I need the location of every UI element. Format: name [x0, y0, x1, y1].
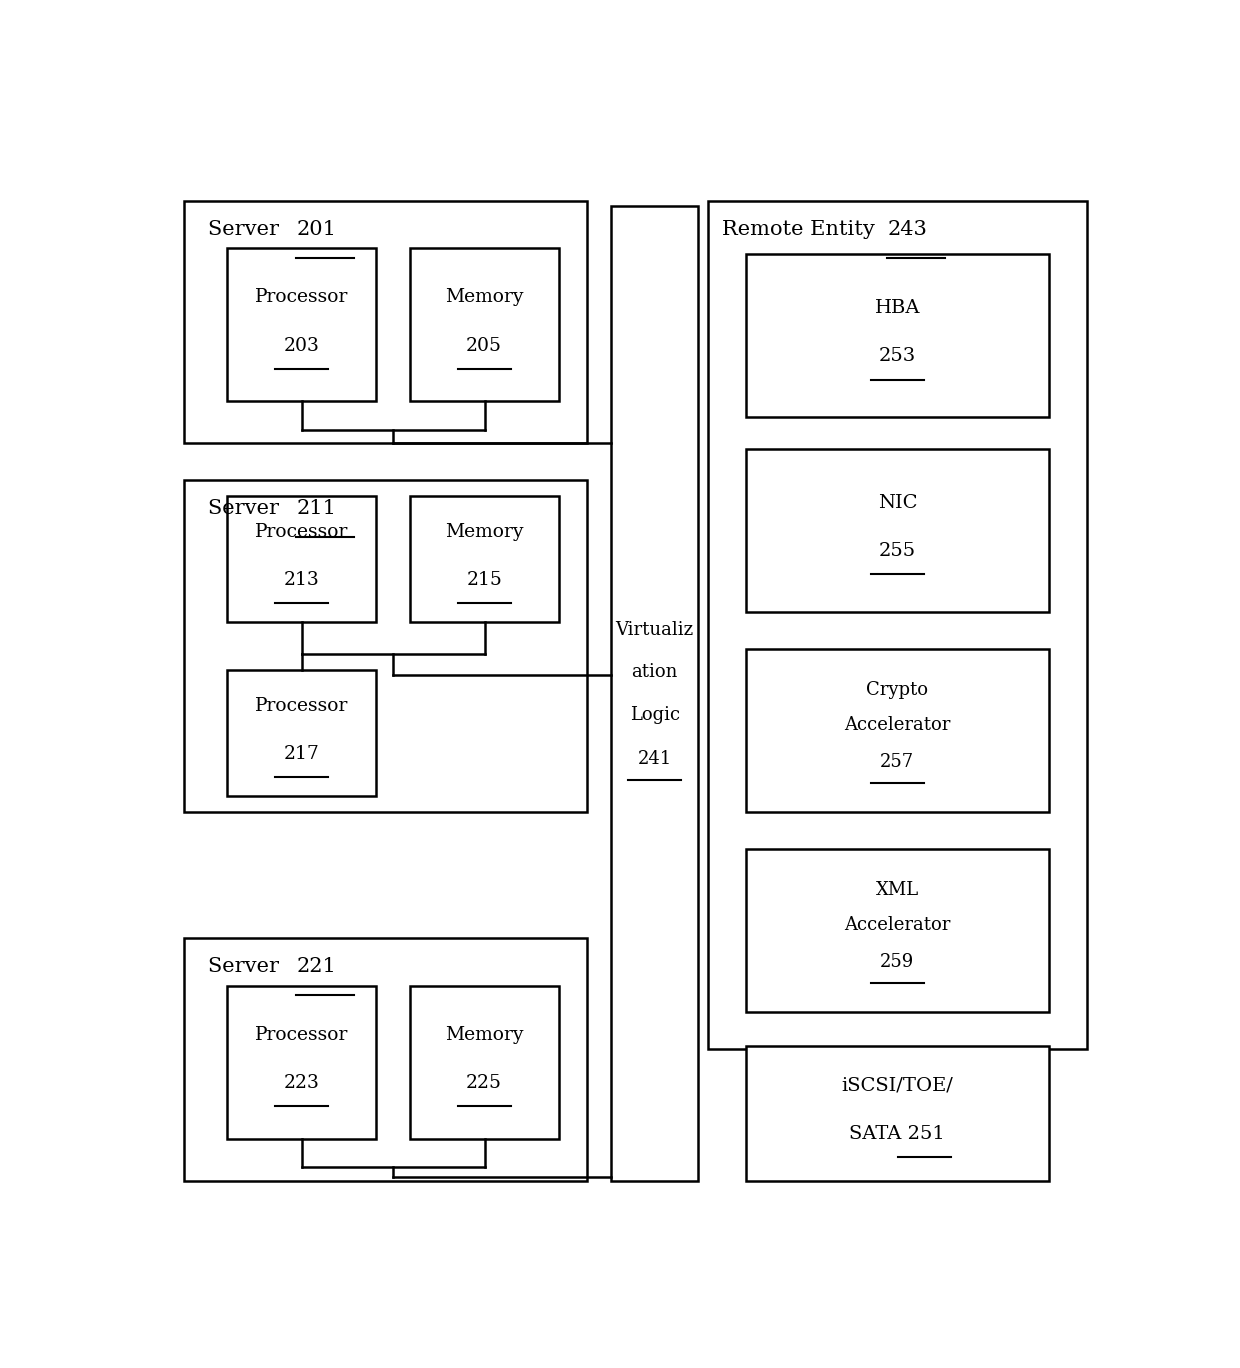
Text: 243: 243 [888, 220, 928, 239]
Bar [409, 986, 558, 1138]
Text: 203: 203 [284, 337, 320, 354]
Text: NIC: NIC [878, 494, 918, 512]
Bar [746, 1045, 1049, 1181]
Text: 211: 211 [296, 499, 336, 518]
Bar [409, 497, 558, 622]
Text: Processor: Processor [255, 523, 348, 540]
Bar [746, 449, 1049, 611]
Text: 201: 201 [296, 220, 336, 239]
Bar [184, 201, 588, 443]
Bar [746, 848, 1049, 1012]
Bar [227, 986, 376, 1138]
Bar [611, 207, 698, 1181]
Text: Logic: Logic [630, 706, 680, 724]
Text: Crypto: Crypto [867, 681, 929, 699]
Bar [184, 480, 588, 813]
Text: 257: 257 [880, 752, 914, 772]
Text: 259: 259 [880, 953, 914, 971]
Text: HBA: HBA [874, 300, 920, 317]
Bar [227, 249, 376, 401]
Text: 217: 217 [284, 746, 320, 763]
Text: Virtualiz: Virtualiz [615, 621, 694, 639]
Text: XML: XML [875, 881, 919, 899]
Text: Accelerator: Accelerator [844, 917, 951, 934]
Text: 255: 255 [879, 542, 916, 561]
Text: 205: 205 [466, 337, 502, 354]
Text: Server: Server [208, 958, 285, 977]
Bar [227, 670, 376, 796]
Text: Memory: Memory [445, 289, 523, 306]
Text: Server: Server [208, 220, 285, 239]
Bar [227, 497, 376, 622]
Text: 213: 213 [284, 572, 320, 590]
Text: Processor: Processor [255, 1026, 348, 1044]
Text: Processor: Processor [255, 696, 348, 714]
Bar [708, 201, 1087, 1049]
Text: Memory: Memory [445, 523, 523, 540]
Text: 225: 225 [466, 1074, 502, 1092]
Bar [746, 253, 1049, 417]
Text: 215: 215 [466, 572, 502, 590]
Text: SATA 251: SATA 251 [849, 1126, 945, 1144]
Text: Server: Server [208, 499, 285, 518]
Text: Accelerator: Accelerator [844, 715, 951, 735]
Text: 241: 241 [637, 750, 672, 767]
Text: Remote Entity: Remote Entity [722, 220, 882, 239]
Text: 223: 223 [284, 1074, 320, 1092]
Text: Processor: Processor [255, 289, 348, 306]
Text: ation: ation [631, 663, 678, 681]
Text: 253: 253 [879, 347, 916, 365]
Text: iSCSI/TOE/: iSCSI/TOE/ [842, 1077, 954, 1094]
Bar [184, 938, 588, 1181]
Text: 221: 221 [296, 958, 336, 977]
Text: Memory: Memory [445, 1026, 523, 1044]
Bar [746, 648, 1049, 813]
Bar [409, 249, 558, 401]
